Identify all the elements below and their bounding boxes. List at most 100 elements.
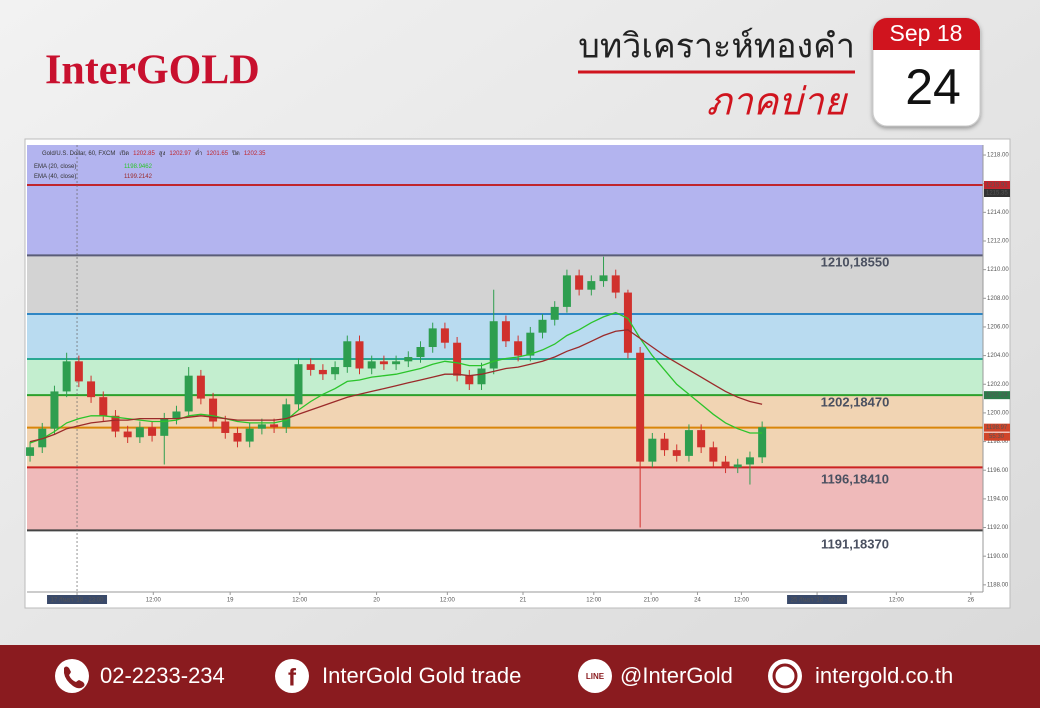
candle-body: [123, 431, 132, 438]
candle-body: [465, 375, 474, 385]
candle-body: [209, 398, 218, 422]
y-tick-label: 1212.00: [987, 239, 1009, 245]
candle-body: [87, 381, 96, 398]
calendar-top: [873, 18, 980, 50]
candle-body: [282, 404, 291, 428]
candle-body: [404, 357, 413, 362]
brand: InterGOLD: [45, 48, 260, 94]
facebook: InterGold Gold trade: [322, 663, 521, 688]
candle-body: [709, 447, 718, 462]
zone: [27, 467, 983, 531]
x-tick-label: 25 กันยา '18 - 00:00: [791, 597, 844, 604]
candle-body: [453, 342, 462, 376]
x-tick-label: 12:00: [889, 598, 905, 604]
candle-body: [160, 418, 169, 436]
subtitle: ภาคบ่าย: [706, 80, 848, 124]
facebook-icon: [275, 659, 309, 693]
candle-body: [62, 361, 71, 392]
candle-body: [135, 427, 144, 438]
candle-body: [636, 352, 645, 462]
y-tick-label: 1206.00: [987, 325, 1009, 331]
x-tick-label: 21:00: [644, 598, 660, 604]
x-tick-label: 19: [227, 598, 234, 604]
x-tick-label: 12:00: [146, 598, 162, 604]
line: @InterGold: [620, 663, 733, 688]
title: บทวิเคราะห์ทองคำ: [578, 27, 855, 67]
candle-body: [440, 328, 449, 343]
candle-body: [196, 375, 205, 399]
x-tick-highlight: [787, 595, 848, 604]
y-tick-label: 1188.00: [987, 582, 1009, 588]
symbol: Gold/U.S. Dollar, 60, FXCM: [42, 151, 115, 157]
footer-band: [0, 645, 1040, 708]
candle-body: [623, 292, 632, 353]
level-label: 1202,18470: [821, 394, 890, 409]
phone-glyph: [64, 666, 85, 689]
countdown-tag: [984, 432, 1010, 441]
candle-body: [221, 421, 230, 433]
x-tick-label: 12:00: [440, 598, 456, 604]
candle-body: [331, 367, 340, 375]
candle-body: [758, 427, 767, 458]
candle-body: [697, 430, 706, 448]
legend-value: 1198.9462: [124, 164, 153, 170]
legend-value: 1199.2142: [124, 174, 153, 180]
price-tag: [984, 188, 1010, 197]
candle-body: [526, 332, 535, 356]
y-tick-label: 1190.00: [987, 554, 1009, 560]
candle-body: [148, 427, 157, 436]
candle-body: [684, 430, 693, 456]
ohlc-value: 1202.97: [169, 151, 191, 157]
globe-glyph: [772, 663, 798, 689]
price-tag: [984, 391, 1010, 400]
zone: [27, 359, 983, 396]
y-tick-label: 1214.00: [987, 210, 1009, 216]
level-label: 1191,18370: [821, 536, 889, 551]
candle-body: [477, 368, 486, 385]
line-glyph: LINE: [586, 672, 605, 681]
zone: [27, 255, 983, 315]
x-tick-label: 17 กันยา '18 - 23:00: [51, 597, 104, 604]
calendar-month: Sep 18: [890, 20, 963, 46]
candle-body: [550, 306, 559, 320]
y-tick-label: 1196.00: [987, 468, 1009, 474]
price-tag-label: 1201.24: [986, 393, 1008, 399]
x-tick-label: 20: [373, 598, 380, 604]
phone: 02-2233-234: [100, 663, 225, 688]
candle-body: [416, 347, 425, 358]
candle-body: [74, 361, 83, 382]
calendar-day: 24: [905, 59, 961, 115]
candle-body: [233, 432, 242, 442]
candle-body: [428, 328, 437, 348]
candle-body: [355, 341, 364, 369]
x-tick-label: 12:00: [586, 598, 602, 604]
candle-body: [172, 411, 181, 419]
calendar: Sep 18 24: [872, 17, 981, 127]
level-label: 1196,18410: [821, 471, 889, 486]
candle-body: [245, 428, 254, 442]
candle-body: [489, 321, 498, 369]
candle-body: [648, 438, 657, 462]
ohlc-value: 1202.35: [244, 151, 266, 157]
candle-body: [538, 319, 547, 333]
y-tick-label: 1194.00: [987, 496, 1009, 502]
candle-body: [367, 361, 376, 369]
legend-name: EMA (40, close): [34, 174, 76, 180]
y-tick-label: 1218.00: [987, 153, 1009, 159]
facebook-glyph: f: [288, 664, 297, 691]
candle-body: [318, 369, 327, 375]
ohlc-label: ต่ำ: [195, 149, 202, 157]
zone: [27, 145, 983, 256]
x-tick-label: 26: [967, 598, 974, 604]
candle-body: [660, 438, 669, 451]
candle-body: [721, 461, 730, 468]
candle-body: [745, 457, 754, 465]
candle-body: [26, 447, 35, 456]
chart: 1210,18550 1202,18470 1196,18410 1191,18370…: [26, 145, 1010, 604]
price-tag-label: 1215.91: [986, 183, 1008, 189]
price-tag-label: 1215.35: [986, 191, 1008, 197]
candle-body: [575, 275, 584, 290]
legend-entry: EMA (40, close) 1199.2142: [34, 174, 153, 180]
y-tick-label: 1204.00: [987, 353, 1009, 359]
